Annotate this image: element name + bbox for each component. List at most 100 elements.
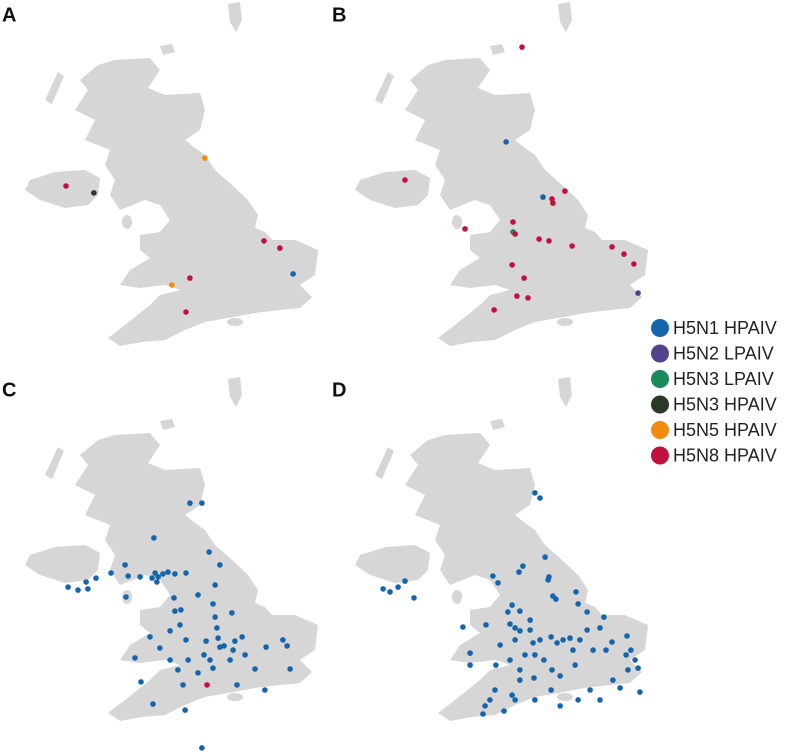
outbreak-point — [503, 139, 509, 145]
outbreak-point — [287, 666, 293, 672]
outbreak-point — [631, 261, 637, 267]
outbreak-point — [207, 657, 213, 663]
outbreak-point — [567, 635, 573, 641]
outbreak-point — [575, 697, 581, 703]
outbreak-point — [624, 633, 630, 639]
outbreak-point — [177, 622, 183, 628]
legend-label: H5N3 LPAIV — [673, 369, 774, 389]
outbreak-point — [610, 677, 616, 683]
outbreak-point — [263, 644, 269, 650]
outbreak-point — [492, 687, 498, 693]
legend-swatch — [651, 421, 669, 439]
outbreak-point — [122, 562, 128, 568]
outbreak-point — [512, 697, 518, 703]
outbreak-point — [525, 295, 531, 301]
outbreak-point — [512, 625, 518, 631]
outbreak-point — [147, 634, 153, 640]
outbreak-point — [509, 262, 515, 268]
outbreak-point — [227, 657, 233, 663]
outbreak-point — [395, 584, 401, 590]
outbreak-point — [201, 652, 207, 658]
outbreak-point — [517, 667, 523, 673]
outbreak-point — [635, 665, 641, 671]
outbreak-point — [123, 594, 129, 600]
outbreak-point — [632, 657, 638, 663]
outbreak-point — [521, 275, 527, 281]
outbreak-point — [210, 601, 216, 607]
outbreak-point — [557, 673, 563, 679]
outbreak-point — [509, 602, 515, 608]
outbreak-point — [553, 596, 559, 602]
outbreak-point — [517, 677, 523, 683]
outbreak-point — [519, 44, 525, 50]
outbreak-point — [402, 578, 408, 584]
map-panels: A B C D — [2, 2, 648, 751]
outbreak-point — [137, 574, 143, 580]
outbreak-point — [125, 573, 131, 579]
outbreak-point — [411, 595, 417, 601]
legend-label: H5N3 HPAIV — [673, 394, 777, 414]
outbreak-point — [531, 675, 537, 681]
outbreak-point — [575, 601, 581, 607]
outbreak-point — [537, 637, 543, 643]
outbreak-point — [187, 275, 193, 281]
outbreak-point — [628, 647, 634, 653]
outbreak-point — [497, 642, 503, 648]
outbreak-point — [532, 652, 538, 658]
outbreak-point — [154, 579, 160, 585]
outbreak-point — [597, 697, 603, 703]
outbreak-point — [584, 609, 590, 615]
outbreak-point — [217, 644, 223, 650]
outbreak-point — [541, 657, 547, 663]
outbreak-point — [532, 490, 538, 496]
legend-label: H5N2 LPAIV — [673, 343, 774, 363]
outbreak-point — [617, 685, 623, 691]
outbreak-point — [577, 637, 583, 643]
map-panel: D — [332, 377, 648, 721]
outbreak-point — [234, 682, 240, 688]
outbreak-point — [527, 617, 533, 623]
panel-label: D — [332, 379, 346, 401]
outbreak-point — [530, 640, 536, 646]
outbreak-point — [65, 584, 71, 590]
outbreak-point — [609, 639, 615, 645]
outbreak-point — [480, 711, 486, 717]
outbreak-point — [546, 238, 552, 244]
outbreak-point — [157, 645, 163, 651]
outbreak-point — [232, 638, 238, 644]
outbreak-point — [554, 640, 560, 646]
outbreak-point — [199, 500, 205, 506]
outbreak-point — [215, 635, 221, 641]
outbreak-point — [204, 682, 210, 688]
outbreak-point — [280, 637, 286, 643]
outbreak-point — [549, 667, 555, 673]
outbreak-point — [151, 535, 157, 541]
basemap — [355, 377, 648, 721]
outbreak-point — [187, 500, 193, 506]
outbreak-point — [402, 177, 408, 183]
legend-label: H5N5 HPAIV — [673, 420, 777, 440]
outbreak-point — [167, 628, 173, 634]
outbreak-point — [609, 244, 615, 250]
legend-swatch — [651, 344, 669, 363]
outbreak-point — [522, 652, 528, 658]
panel-label: B — [332, 4, 346, 26]
outbreak-point — [290, 271, 296, 277]
outbreak-point — [532, 697, 538, 703]
basemap — [25, 377, 318, 721]
legend-swatch — [651, 446, 669, 465]
outbreak-point — [570, 647, 576, 653]
outbreak-point — [517, 608, 523, 614]
outbreak-point — [562, 188, 568, 194]
outbreak-point — [507, 621, 513, 627]
outbreak-point — [199, 745, 205, 751]
outbreak-point — [108, 570, 114, 576]
outbreak-point — [83, 579, 89, 585]
outbreak-point — [573, 589, 579, 595]
map-panel: C — [2, 377, 318, 751]
outbreak-point — [160, 571, 166, 577]
outbreak-point — [467, 662, 473, 668]
outbreak-point — [501, 708, 507, 714]
outbreak-point — [549, 196, 555, 202]
outbreak-point — [229, 610, 235, 616]
